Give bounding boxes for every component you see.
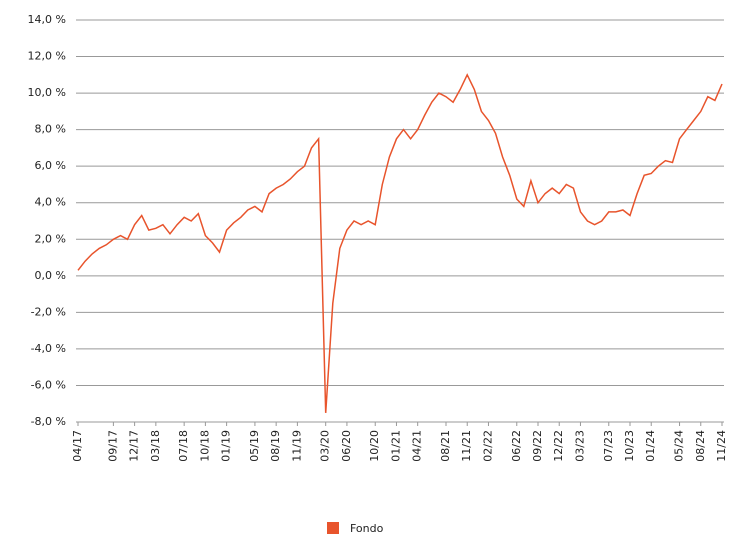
y-tick-label: 10,0 % [28, 86, 66, 99]
x-tick-label: 06/20 [340, 430, 353, 462]
x-tick-label: 05/19 [248, 430, 261, 462]
y-tick-label: 14,0 % [28, 13, 66, 26]
y-tick-label: -4,0 % [31, 342, 66, 355]
x-tick-label: 09/17 [106, 430, 119, 462]
y-tick-label: -8,0 % [31, 415, 66, 428]
x-tick-label: 02/22 [481, 430, 494, 462]
legend-label: Fondo [350, 522, 384, 535]
y-tick-label: 8,0 % [35, 123, 66, 136]
x-tick-label: 12/22 [552, 430, 565, 462]
x-tick-label: 12/17 [128, 430, 141, 462]
x-tick-label: 01/24 [644, 430, 657, 462]
y-tick-label: 2,0 % [35, 232, 66, 245]
x-tick-label: 08/24 [694, 430, 707, 462]
y-tick-label: -6,0 % [31, 378, 66, 391]
line [77, 73, 723, 413]
x-tick-label: 08/19 [269, 430, 282, 462]
x-tick-label: 11/21 [460, 430, 473, 462]
x-tick-label: 06/22 [510, 430, 523, 462]
y-tick-label: 0,0 % [35, 269, 66, 282]
x-tick-label: 11/19 [290, 430, 303, 462]
y-tick-label: 4,0 % [35, 196, 66, 209]
legend-swatch [327, 522, 339, 534]
x-tick-label: 10/18 [198, 430, 211, 462]
x-tick-label: 01/21 [389, 430, 402, 462]
y-tick-label: -2,0 % [31, 305, 66, 318]
x-tick-label: 04/17 [71, 430, 84, 462]
x-tick-label: 10/23 [623, 430, 636, 462]
y-tick-label: 6,0 % [35, 159, 66, 172]
x-tick-label: 07/18 [177, 430, 190, 462]
x-tick-label: 10/20 [368, 430, 381, 462]
x-tick-label: 01/19 [220, 430, 233, 462]
x-tick-label: 09/22 [531, 430, 544, 462]
x-tick-label: 05/24 [673, 430, 686, 462]
x-tick-label: 03/23 [573, 430, 586, 462]
x-tick-label: 08/21 [439, 430, 452, 462]
y-tick-label: 12,0 % [28, 50, 66, 63]
x-tick-label: 07/23 [602, 430, 615, 462]
x-tick-label: 04/21 [411, 430, 424, 462]
x-tick-label: 03/18 [149, 430, 162, 462]
x-tick-label: 11/24 [715, 430, 728, 462]
x-tick-label: 03/20 [319, 430, 332, 462]
